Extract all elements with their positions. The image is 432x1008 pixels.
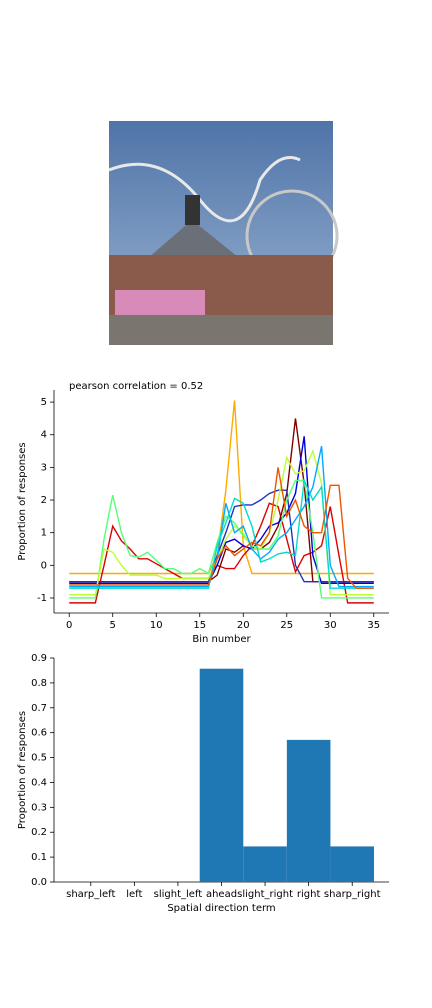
photo bbox=[108, 121, 339, 345]
x-tick-label: right bbox=[297, 889, 321, 900]
x-axis-label: Bin number bbox=[192, 634, 251, 645]
y-axis-label: Proportion of responses bbox=[17, 711, 28, 829]
x-tick-label: 0 bbox=[66, 620, 72, 631]
x-tick-label: 10 bbox=[150, 620, 163, 631]
line-series bbox=[69, 436, 374, 584]
x-tick-label: sharp_right bbox=[324, 889, 381, 900]
x-tick-label: 25 bbox=[280, 620, 293, 631]
y-tick-label: 0.0 bbox=[31, 877, 47, 888]
x-tick-label: 15 bbox=[193, 620, 206, 631]
x-tick-label: 20 bbox=[237, 620, 250, 631]
y-tick-label: 0.2 bbox=[31, 827, 47, 838]
y-tick-label: 2 bbox=[41, 495, 47, 506]
y-tick-label: 0 bbox=[41, 560, 47, 571]
line-series bbox=[69, 502, 374, 604]
bar bbox=[286, 739, 331, 882]
y-tick-label: 0.8 bbox=[31, 678, 47, 689]
y-tick-label: 3 bbox=[41, 462, 47, 473]
y-tick-label: 0.6 bbox=[31, 728, 47, 739]
chart-title: pearson correlation = 0.52 bbox=[69, 381, 203, 392]
x-axis-label: Spatial direction term bbox=[167, 903, 275, 914]
bar bbox=[243, 846, 287, 882]
x-tick-label: sharp_left bbox=[66, 889, 115, 900]
y-tick-label: 0.9 bbox=[31, 653, 47, 664]
bar bbox=[330, 846, 374, 882]
y-tick-label: 0.5 bbox=[31, 753, 47, 764]
y-tick-label: 5 bbox=[41, 397, 47, 408]
y-tick-label: 0.1 bbox=[31, 852, 47, 863]
y-axis-label: Proportion of responses bbox=[17, 442, 28, 560]
x-tick-label: left bbox=[126, 889, 142, 900]
line-series bbox=[69, 400, 374, 575]
line-series bbox=[69, 477, 374, 589]
bar bbox=[199, 668, 244, 882]
line-series bbox=[69, 489, 374, 583]
y-tick-label: 1 bbox=[41, 528, 47, 539]
y-tick-label: 4 bbox=[41, 430, 47, 441]
x-tick-label: slight_right bbox=[237, 889, 293, 900]
line-series bbox=[69, 467, 374, 589]
x-tick-label: 30 bbox=[324, 620, 337, 631]
y-tick-label: 0.3 bbox=[31, 802, 47, 813]
x-tick-label: ahead bbox=[206, 889, 237, 900]
y-tick-label: -1 bbox=[37, 593, 47, 604]
x-tick-label: slight_left bbox=[154, 889, 203, 900]
y-tick-label: 0.7 bbox=[31, 703, 47, 714]
line-series bbox=[69, 446, 374, 588]
x-tick-label: 5 bbox=[110, 620, 116, 631]
x-tick-label: 35 bbox=[367, 620, 380, 631]
y-tick-label: 0.4 bbox=[31, 777, 47, 788]
